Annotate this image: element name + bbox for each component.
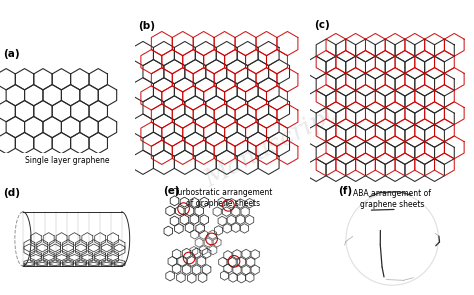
Text: Single layer graphene: Single layer graphene [25,156,110,165]
Text: (c): (c) [314,20,329,30]
Text: Turbostratic arrangement
of graphene sheets: Turbostratic arrangement of graphene she… [173,188,272,208]
Text: Manuscript: Manuscript [201,103,340,192]
Text: (e): (e) [164,186,180,196]
Text: (b): (b) [138,21,155,31]
Text: ABA arrangement of
graphene sheets: ABA arrangement of graphene sheets [353,189,431,209]
Text: (a): (a) [3,50,19,60]
Text: (d): (d) [3,188,20,198]
Text: (f): (f) [338,186,353,196]
